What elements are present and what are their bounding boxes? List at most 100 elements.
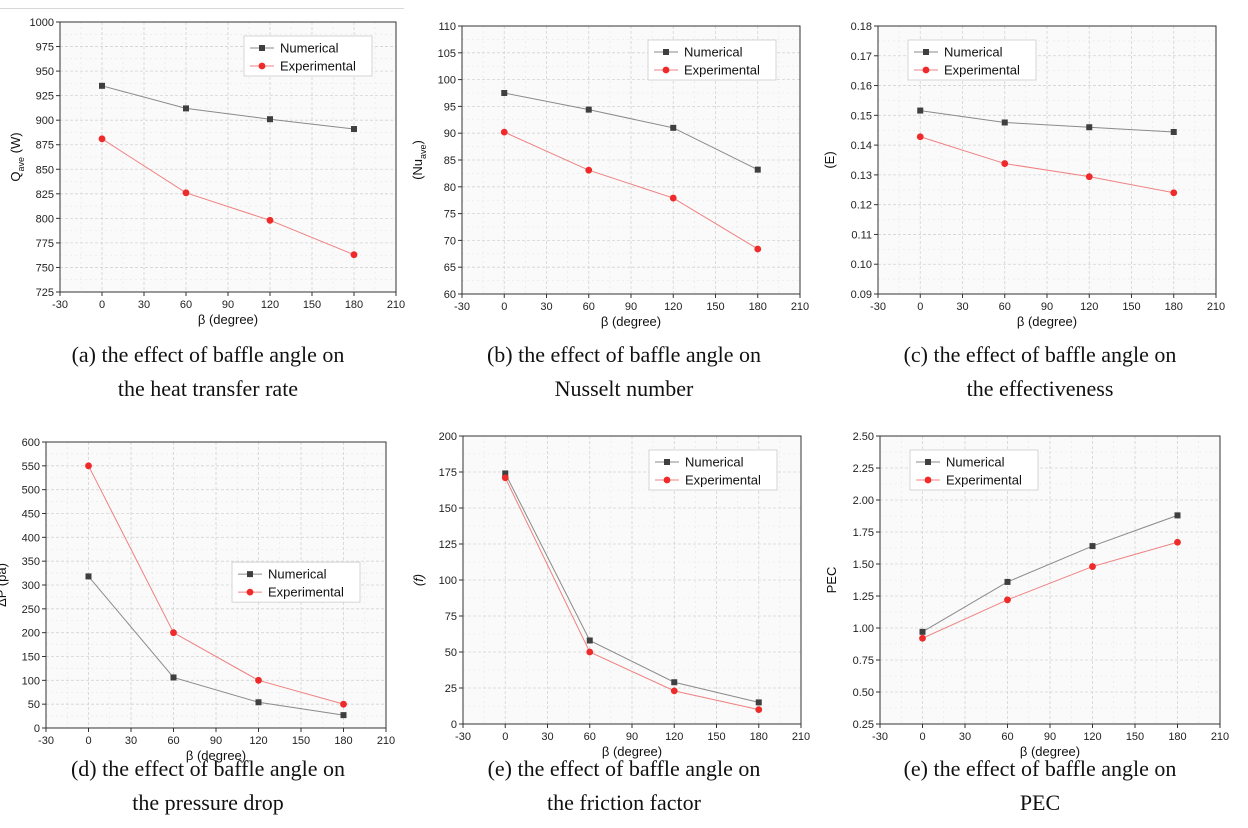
- data-point-numerical: [755, 699, 762, 706]
- legend-box: [647, 39, 777, 81]
- x-tick-label: 90: [626, 731, 638, 743]
- data-point-experimental: [182, 189, 190, 197]
- y-tick-label: 1.25: [853, 591, 874, 603]
- data-point-experimental: [500, 128, 508, 136]
- data-point-experimental: [350, 251, 358, 259]
- data-point-experimental: [85, 462, 92, 470]
- y-tick-label: 125: [439, 539, 457, 551]
- y-tick-label: 0.12: [851, 200, 872, 212]
- legend-label: Experimental: [944, 63, 1020, 78]
- series-line-numerical: [101, 85, 355, 130]
- x-tick-label: 0: [85, 735, 91, 747]
- x-tick-label: 90: [210, 735, 222, 747]
- y-tick-label: 175: [439, 467, 457, 479]
- x-axis-label: β (degree): [1020, 744, 1080, 759]
- data-point-experimental: [585, 166, 593, 174]
- x-tick-label: -30: [38, 735, 54, 747]
- data-point-numerical: [99, 82, 105, 89]
- data-point-numerical: [267, 116, 273, 123]
- chart-f: -30 0 30 60 90 120 150 180 210 0.25 0.50 0.75 1.00 1.…: [824, 431, 1229, 759]
- data-point-numerical: [1001, 119, 1008, 126]
- y-tick-label: 500: [22, 485, 40, 497]
- data-point-experimental: [1170, 189, 1178, 197]
- y-tick-label: 0.11: [851, 229, 872, 241]
- caption-a: (a) the effect of baffle angle on the he…: [0, 338, 416, 406]
- x-tick-label: 180: [334, 735, 352, 747]
- legend: Numerical Experimental: [909, 449, 1039, 491]
- x-tick-label: -30: [872, 731, 888, 743]
- y-tick-label: 200: [22, 628, 40, 640]
- y-tick-label: 0.25: [853, 719, 874, 731]
- y-tick-label: 1.50: [853, 559, 874, 571]
- data-point-numerical: [85, 573, 92, 580]
- chart-panel-a: -30 0 30 60 90 120 150 180 210 725 750 775 800 825 850…: [0, 0, 416, 414]
- legend-label: Numerical: [280, 41, 339, 56]
- x-tick-label: 150: [707, 731, 725, 743]
- data-point-numerical: [585, 106, 592, 113]
- x-tick-label: 30: [956, 301, 968, 313]
- series-line-numerical: [88, 576, 344, 716]
- data-point-experimental: [1004, 596, 1011, 604]
- x-axis-label: β (degree): [601, 314, 661, 329]
- data-point-numerical: [586, 637, 593, 644]
- y-tick-label: 2.50: [853, 431, 874, 443]
- legend-box: [648, 449, 778, 491]
- y-tick-label: 0.18: [851, 21, 872, 33]
- y-tick-label: 725: [36, 287, 54, 299]
- data-point-numerical: [255, 699, 262, 706]
- x-tick-label: 180: [749, 301, 767, 313]
- series-line-experimental: [504, 131, 759, 250]
- x-tick-label: -30: [52, 299, 68, 311]
- x-tick-label: 0: [917, 301, 923, 313]
- y-tick-label: 100: [439, 575, 457, 587]
- legend-label: Experimental: [280, 59, 356, 74]
- y-tick-label: 750: [36, 262, 54, 274]
- legend-label: Experimental: [684, 63, 760, 78]
- data-point-experimental: [1085, 173, 1093, 181]
- top-rule: [0, 8, 404, 9]
- y-tick-label: 1000: [30, 17, 54, 29]
- y-tick-label: 60: [444, 289, 456, 301]
- caption-b-line1: (b) the effect of baffle angle on: [486, 342, 762, 367]
- x-tick-label: 60: [1001, 731, 1013, 743]
- x-tick-label: 150: [303, 299, 321, 311]
- legend-label: Numerical: [946, 455, 1005, 470]
- y-tick-label: 0.75: [853, 655, 874, 667]
- y-tick-label: 75: [444, 209, 456, 221]
- series-line-numerical: [504, 92, 758, 171]
- caption-c-line1: (c) the effect of baffle angle on: [903, 342, 1177, 367]
- x-tick-label: 60: [180, 299, 192, 311]
- y-tick-label: 0.13: [851, 170, 872, 182]
- x-tick-label: 120: [1080, 301, 1098, 313]
- y-tick-label: 875: [36, 140, 54, 152]
- y-tick-label: 0.09: [851, 289, 872, 301]
- legend: Numerical Experimental: [648, 449, 778, 491]
- y-tick-label: 50: [445, 647, 457, 659]
- legend-marker: [247, 571, 253, 578]
- x-tick-label: -30: [455, 731, 471, 743]
- legend-label: Experimental: [685, 473, 761, 488]
- data-point-experimental: [754, 245, 762, 253]
- y-tick-label: 1.75: [853, 527, 874, 539]
- data-point-experimental: [98, 135, 106, 143]
- caption-c: (c) the effect of baffle angle on the ef…: [832, 338, 1248, 406]
- legend-marker: [663, 49, 669, 55]
- x-tick-label: 120: [1083, 731, 1101, 743]
- legend-marker: [663, 476, 671, 484]
- legend: Numerical Experimental: [231, 561, 361, 603]
- legend-marker: [259, 45, 265, 51]
- y-tick-label: 0.16: [851, 81, 872, 93]
- y-tick-label: 925: [36, 91, 54, 103]
- series-line-experimental: [504, 477, 759, 711]
- series-line-experimental: [101, 138, 355, 256]
- caption-f-line2: PEC: [1019, 790, 1061, 815]
- y-axis-label: (f): [411, 574, 426, 586]
- y-tick-label: 200: [439, 431, 457, 443]
- chart-panel-c: -30 0 30 60 90 120 150 180 210 0.09 0.10 0.11 0.12 0.…: [822, 0, 1248, 414]
- legend: Numerical Experimental: [907, 39, 1037, 81]
- data-point-numerical: [183, 105, 189, 112]
- data-point-experimental: [669, 194, 677, 202]
- x-tick-label: 60: [584, 731, 596, 743]
- y-tick-label: 550: [22, 461, 40, 473]
- caption-d-line2: the pressure drop: [132, 790, 284, 815]
